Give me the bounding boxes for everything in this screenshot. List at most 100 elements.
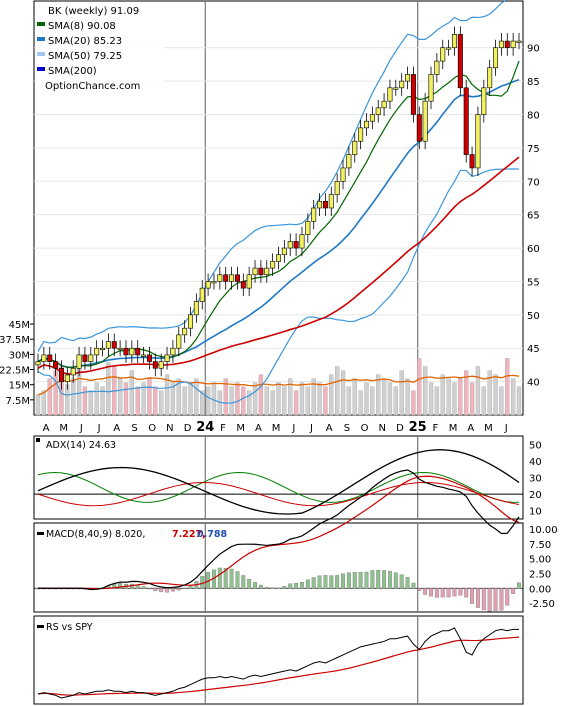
volume-bar	[88, 390, 93, 416]
candle-body	[193, 301, 199, 316]
x-tick-label: M	[272, 423, 281, 434]
candle-body	[340, 167, 346, 182]
legend-sma50: SMA(50) 79.25	[48, 51, 122, 62]
candle-body	[387, 87, 393, 102]
rs-panel	[33, 615, 524, 705]
volume-bar	[182, 386, 187, 416]
macd-histogram-bar	[247, 579, 252, 589]
volume-bar	[170, 382, 176, 416]
volume-bar	[194, 378, 199, 416]
candle-body	[381, 100, 387, 109]
volume-bar	[335, 366, 340, 416]
candle-body	[158, 361, 164, 369]
volume-bar	[129, 370, 135, 416]
macd-histogram-bar	[223, 568, 228, 589]
candle-body	[82, 354, 88, 362]
moving-average-layer	[37, 60, 520, 375]
macd-histogram-bar	[241, 575, 246, 589]
candle-body	[428, 74, 434, 102]
candle-body	[293, 241, 299, 249]
candle-body	[328, 194, 334, 209]
volume-bar	[411, 390, 416, 416]
candle-body	[334, 180, 340, 195]
candle-body	[416, 114, 422, 142]
x-tick-label: J	[291, 423, 295, 434]
macd-histogram-bar	[376, 569, 381, 589]
x-tick-label: 25	[409, 420, 427, 435]
candle-body	[434, 60, 440, 75]
macd-label: MACD(8,40,9) 8.020,	[46, 529, 145, 540]
volume-bar	[329, 374, 334, 416]
x-tick-label: J	[309, 423, 313, 434]
volume-bar	[200, 390, 205, 416]
candle-body	[469, 154, 475, 169]
candle-body	[246, 274, 252, 289]
macd-signal-value: 7.227,	[172, 529, 206, 540]
volume-bar	[352, 378, 357, 416]
candle-body	[199, 287, 205, 302]
adx-line	[37, 449, 520, 515]
macd-histogram-bar	[411, 582, 416, 589]
macd-histogram-bar	[499, 588, 504, 611]
macd-histogram-bar	[399, 574, 404, 589]
candle-body	[264, 267, 270, 276]
macd-histogram-bar	[429, 588, 433, 597]
candle-body	[58, 367, 64, 382]
legend-swatch-sma50	[37, 52, 45, 56]
macd-histogram-bar	[258, 584, 263, 589]
price-tick-label: 45	[527, 344, 540, 355]
volume-bar	[311, 378, 316, 416]
volume-bar	[264, 386, 269, 416]
x-tick-label: D	[184, 423, 192, 434]
volume-tick-label: 37.5M	[0, 335, 30, 346]
candle-body	[240, 281, 246, 289]
volume-bar	[305, 386, 310, 416]
candle-body	[129, 347, 135, 356]
macd-histogram-bar	[393, 572, 398, 589]
rs-average-line	[37, 636, 520, 696]
legend-source: OptionChance.com	[45, 81, 140, 92]
volume-bar	[376, 374, 381, 416]
candle-body	[146, 354, 152, 362]
candle-body	[498, 40, 504, 49]
sma50-line	[37, 156, 520, 375]
volume-bar	[393, 386, 398, 416]
macd-line	[38, 469, 520, 591]
volume-bar	[223, 378, 228, 416]
volume-bar	[41, 390, 47, 416]
candle-layer	[35, 26, 522, 390]
candle-body	[487, 67, 493, 89]
candle-body	[305, 221, 311, 236]
volume-bar	[247, 390, 252, 416]
volume-bar	[428, 382, 434, 416]
adx-tick-label: 20	[529, 490, 542, 501]
adx-tick-label: 50	[529, 440, 542, 451]
price-tick-label: 80	[527, 111, 540, 122]
legend-box	[36, 3, 164, 95]
x-tick-label: F	[433, 423, 439, 434]
macd-histogram-bar	[176, 588, 181, 591]
macd-histogram-bar	[118, 583, 123, 589]
volume-bar	[381, 378, 387, 416]
candle-body	[47, 354, 53, 362]
candle-body	[475, 114, 481, 169]
candle-body	[152, 361, 158, 369]
volume-bar	[299, 382, 305, 416]
candle-body	[182, 327, 188, 336]
macd-histogram-bar	[270, 587, 275, 589]
price-tick-label: 85	[527, 77, 540, 88]
candle-body	[176, 334, 182, 349]
macd-histogram-bar	[517, 582, 521, 589]
volume-bar	[153, 386, 158, 416]
candle-body	[205, 281, 211, 289]
x-tick-label: A	[326, 423, 333, 434]
adx-label: ADX(14) 24.63	[46, 440, 116, 451]
price-tick-label: 90	[527, 44, 540, 55]
volume-bar	[123, 382, 129, 416]
macd-histogram-bar	[323, 575, 328, 589]
macd-histogram-bar	[264, 587, 269, 589]
candle-body	[252, 267, 258, 276]
x-tick-label: A	[43, 423, 50, 434]
candle-body	[393, 87, 399, 90]
candle-body	[211, 281, 217, 284]
